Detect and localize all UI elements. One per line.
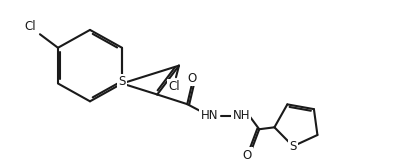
Text: HN: HN (200, 109, 217, 122)
Text: S: S (289, 140, 296, 153)
Text: NH: NH (232, 109, 249, 122)
Text: O: O (242, 149, 251, 162)
Text: O: O (187, 72, 196, 85)
Text: Cl: Cl (24, 20, 36, 33)
Text: S: S (118, 75, 126, 88)
Text: Cl: Cl (168, 80, 179, 93)
